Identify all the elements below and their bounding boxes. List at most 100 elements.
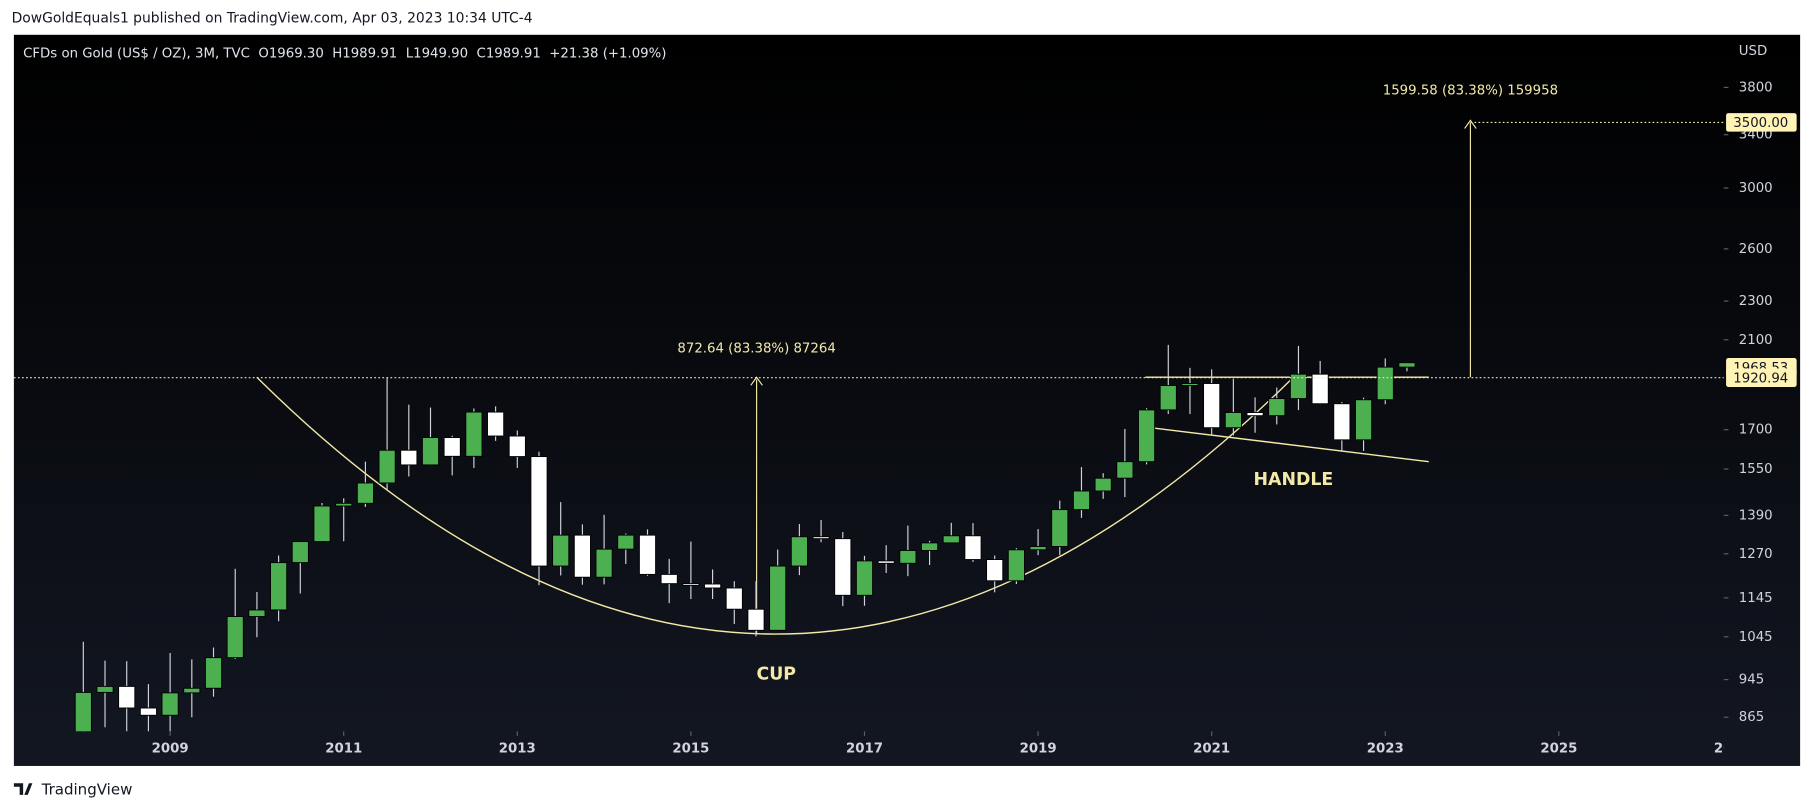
arrow-head: [1464, 119, 1477, 129]
x-tick-label: 2015: [672, 742, 709, 757]
candle-body: [1007, 549, 1025, 582]
y-tick-label: 2100: [1739, 333, 1773, 348]
y-tick-label: 1550: [1739, 462, 1773, 477]
plot-area: [74, 119, 1477, 732]
candle-body: [118, 685, 136, 709]
y-tick-label: 945: [1739, 673, 1764, 688]
candle-body: [595, 548, 613, 578]
price-label: 3500.00: [1733, 116, 1788, 131]
candle-body: [96, 685, 114, 693]
annotation: 1599.58 (83.38%) 159958: [1383, 83, 1558, 98]
candle-body: [1072, 490, 1091, 511]
candle-body: [183, 687, 201, 694]
candle-body: [313, 505, 331, 543]
candle-body: [378, 449, 396, 484]
y-tick-label: 1270: [1739, 547, 1773, 562]
candle-body: [942, 535, 960, 544]
x-tick-label: 2017: [846, 742, 883, 757]
y-tick-label: 1700: [1739, 423, 1773, 438]
candle-body: [204, 657, 223, 689]
y-tick-label: 3800: [1739, 80, 1773, 95]
y-tick-label: 865: [1739, 710, 1764, 725]
candle-body: [1203, 383, 1221, 429]
x-tick-label: 2027: [1714, 742, 1751, 757]
y-tick-label: 1390: [1739, 508, 1773, 523]
candle-body: [1376, 366, 1394, 401]
y-tick-label: 1045: [1739, 630, 1773, 645]
candle-body: [769, 565, 787, 631]
y-tick-label: 3000: [1739, 181, 1773, 196]
candle-body: [812, 536, 830, 540]
candle-body: [1268, 398, 1286, 417]
candle-body: [660, 573, 678, 585]
candle-body: [400, 449, 418, 466]
x-tick-label: 2011: [325, 742, 362, 757]
handle-bottom-line: [1154, 427, 1429, 463]
candle-body: [1224, 412, 1242, 429]
x-tick-label: 2025: [1540, 742, 1577, 757]
annotation: CUP: [757, 665, 797, 685]
candle-body: [270, 562, 288, 611]
y-tick-label: 2600: [1739, 242, 1773, 257]
price-axis: 865 945 1045 1145 1270 1390 1550 1700 2100 2300 26…: [1723, 80, 1797, 725]
candle-body: [899, 550, 917, 564]
time-axis: 2009 2011 2013 2015 2017 2019 2021 2023 2025 2027: [152, 731, 1751, 757]
candle-body: [248, 609, 266, 617]
candle-body: [356, 482, 374, 504]
x-tick-label: 2013: [499, 742, 536, 757]
candle-body: [573, 534, 591, 578]
candle-body: [421, 437, 440, 466]
candle-body: [964, 535, 982, 561]
candle-body: [1181, 383, 1199, 386]
candle-body: [704, 583, 722, 589]
x-tick-label: 2009: [152, 742, 189, 757]
candle-body: [1311, 373, 1329, 405]
candle-body: [139, 707, 157, 716]
chart-bg: [13, 34, 1801, 766]
candle-body: [335, 502, 353, 507]
candle-body: [725, 587, 743, 610]
candle-body: [617, 534, 635, 550]
candle-body: [74, 691, 92, 732]
symbol-legend: CFDs on Gold (US$ / OZ), 3M, TVC O1969.3…: [23, 46, 666, 61]
candle-body: [921, 542, 939, 551]
x-tick-label: 2021: [1193, 742, 1230, 757]
candle-body: [1138, 409, 1156, 463]
candle-body: [465, 411, 483, 457]
annotation: HANDLE: [1254, 470, 1334, 490]
candle-body: [1398, 362, 1416, 368]
candle-body: [855, 560, 874, 596]
candle-body: [1029, 546, 1047, 551]
price-label: 1920.94: [1733, 371, 1788, 386]
candle-body: [682, 583, 700, 586]
candle-body: [487, 411, 505, 437]
candle-body: [877, 560, 895, 564]
candle-body: [508, 435, 526, 458]
candle-body: [1159, 385, 1177, 411]
x-tick-label: 2019: [1020, 742, 1057, 757]
candle-body: [986, 559, 1004, 582]
candle-body: [1094, 477, 1112, 492]
candle-body: [1289, 373, 1308, 400]
candle-body: [638, 534, 657, 575]
candle-body: [1116, 461, 1134, 479]
price-label-box: [1726, 113, 1797, 132]
candle-body: [226, 616, 244, 659]
y-tick-label: 1145: [1739, 591, 1773, 606]
candle-body: [834, 538, 852, 596]
footer-brand: TradingView: [41, 781, 133, 799]
candle-body: [790, 536, 808, 567]
candle-body: [747, 608, 765, 631]
y-tick-label: 2300: [1739, 294, 1773, 309]
candle-body: [530, 456, 548, 567]
candle-body: [1333, 403, 1351, 441]
candle-body: [1354, 399, 1373, 441]
candle-body: [291, 541, 309, 564]
candle-body: [443, 437, 461, 457]
candle-body: [161, 692, 179, 716]
publish-header: DowGoldEquals1 published on TradingView.…: [12, 11, 533, 27]
candle-body: [1051, 509, 1069, 547]
arrow-head: [750, 376, 763, 386]
currency-label: USD: [1739, 44, 1767, 59]
